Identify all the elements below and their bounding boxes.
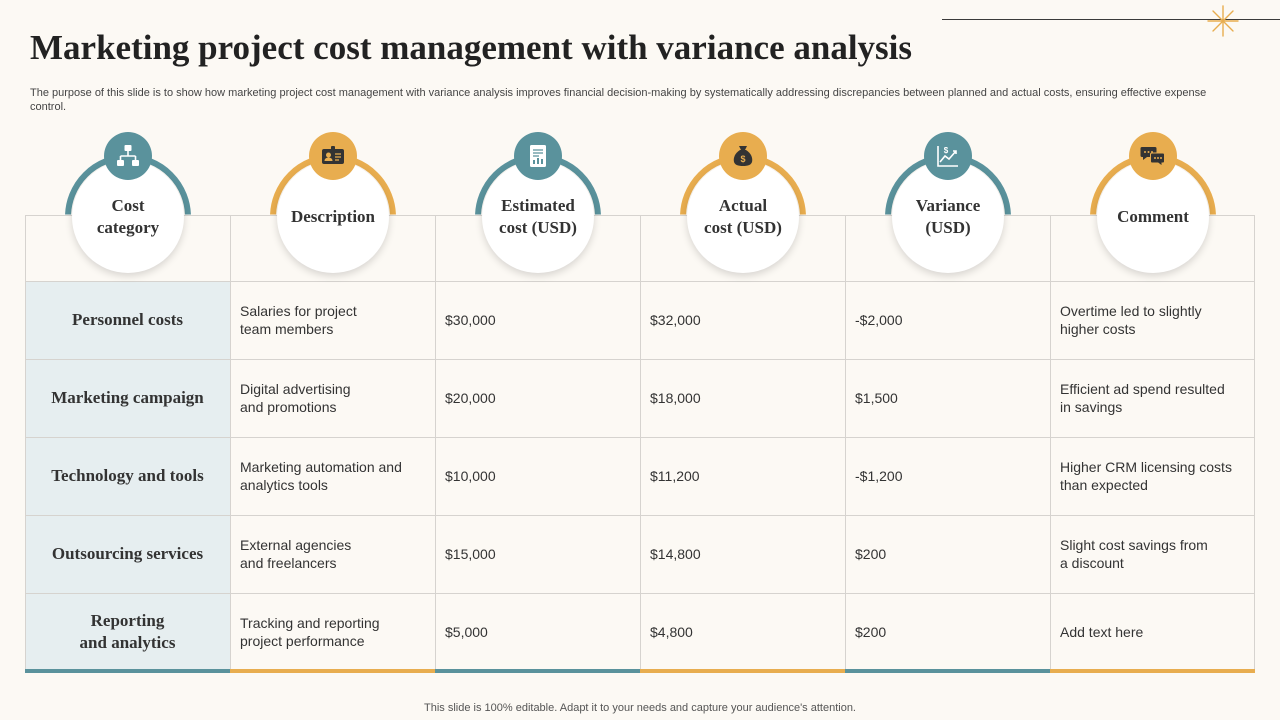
column-accent-bar xyxy=(25,669,230,673)
column-header: Variance (USD) $ xyxy=(845,132,1050,277)
cell-estimated: $10,000 xyxy=(445,468,496,484)
cell-description: Marketing automation and analytics tools xyxy=(240,459,402,493)
cell-actual: $14,800 xyxy=(650,546,701,562)
cell-actual: $18,000 xyxy=(650,390,701,406)
column-accent-bar xyxy=(435,669,640,673)
cell-comment: Overtime led to slightly higher costs xyxy=(1060,303,1202,337)
svg-text:$: $ xyxy=(740,154,745,164)
cell-variance: -$2,000 xyxy=(855,312,903,328)
row-category: Reporting and analytics xyxy=(79,611,176,652)
column-accent-bar xyxy=(640,669,845,673)
cost-table: Personnel costs Salaries for project team … xyxy=(25,215,1255,673)
chat-bubbles-icon xyxy=(1140,147,1165,167)
cell-comment: Higher CRM licensing costs than expected xyxy=(1060,459,1232,493)
sparkle-icon xyxy=(1207,5,1239,37)
cell-actual: $32,000 xyxy=(650,312,701,328)
column-accent-bar xyxy=(845,669,1050,673)
cell-comment: Add text here xyxy=(1060,624,1144,640)
cell-comment: Efficient ad spend resulted in savings xyxy=(1060,381,1225,415)
column-accent-bar xyxy=(230,669,435,673)
flowchart-icon xyxy=(117,145,139,166)
grid-line-vertical xyxy=(25,215,26,669)
header-icon-badge xyxy=(514,132,562,180)
row-category: Personnel costs xyxy=(72,310,183,329)
cell-variance: $200 xyxy=(855,546,887,562)
cell-comment: Slight cost savings from a discount xyxy=(1060,537,1208,571)
column-header: Comment xyxy=(1050,132,1255,277)
cell-variance: $1,500 xyxy=(855,390,898,406)
svg-text:$: $ xyxy=(944,146,949,155)
row-category: Technology and tools xyxy=(51,466,204,485)
document-chart-icon xyxy=(530,145,546,167)
column-header: Estimated cost (USD) xyxy=(435,132,640,277)
grid-line-vertical xyxy=(230,215,231,669)
header-icon-badge: $ xyxy=(719,132,767,180)
cell-actual: $4,800 xyxy=(650,624,693,640)
grid-line-vertical xyxy=(1254,215,1255,669)
id-card-icon xyxy=(322,146,344,164)
cell-estimated: $15,000 xyxy=(445,546,496,562)
grid-line-horizontal xyxy=(25,593,1255,594)
grid-line-horizontal xyxy=(25,515,1255,516)
page-subtitle: The purpose of this slide is to show how… xyxy=(30,87,1207,113)
grid-line-horizontal xyxy=(25,281,1255,282)
cell-actual: $11,200 xyxy=(650,468,700,484)
cell-variance: $200 xyxy=(855,624,887,640)
grid-line-vertical xyxy=(435,215,436,669)
column-header: Description xyxy=(230,132,435,277)
column-header: Cost category xyxy=(25,132,230,277)
cell-description: External agencies and freelancers xyxy=(240,537,352,571)
dollar-line-chart-icon: $ xyxy=(937,146,958,167)
decorative-line xyxy=(942,19,1280,20)
column-accent-bar xyxy=(1050,669,1255,673)
column-header: Actual cost (USD) $ xyxy=(640,132,845,277)
grid-line-horizontal xyxy=(25,359,1255,360)
cell-description: Salaries for project team members xyxy=(240,303,357,337)
grid-line-vertical xyxy=(845,215,846,669)
cell-description: Tracking and reporting project performanc… xyxy=(240,615,380,649)
footer-note: This slide is 100% editable. Adapt it to… xyxy=(424,702,856,714)
grid-line-horizontal xyxy=(25,215,1255,216)
money-bag-icon: $ xyxy=(733,146,753,166)
header-icon-badge xyxy=(104,132,152,180)
row-category: Outsourcing services xyxy=(51,544,204,563)
category-column-background xyxy=(25,281,230,669)
cell-variance: -$1,200 xyxy=(855,468,903,484)
grid-line-vertical xyxy=(1050,215,1051,669)
cell-estimated: $5,000 xyxy=(445,624,488,640)
header-icon-badge xyxy=(309,132,357,180)
grid-line-horizontal xyxy=(25,437,1255,438)
header-icon-badge: $ xyxy=(924,132,972,180)
row-category: Marketing campaign xyxy=(51,388,204,407)
cell-estimated: $30,000 xyxy=(445,312,496,328)
cell-description: Digital advertising and promotions xyxy=(240,381,351,415)
header-icon-badge xyxy=(1129,132,1177,180)
grid-line-vertical xyxy=(640,215,641,669)
page-title: Marketing project cost management with v… xyxy=(30,28,913,67)
cell-estimated: $20,000 xyxy=(445,390,496,406)
